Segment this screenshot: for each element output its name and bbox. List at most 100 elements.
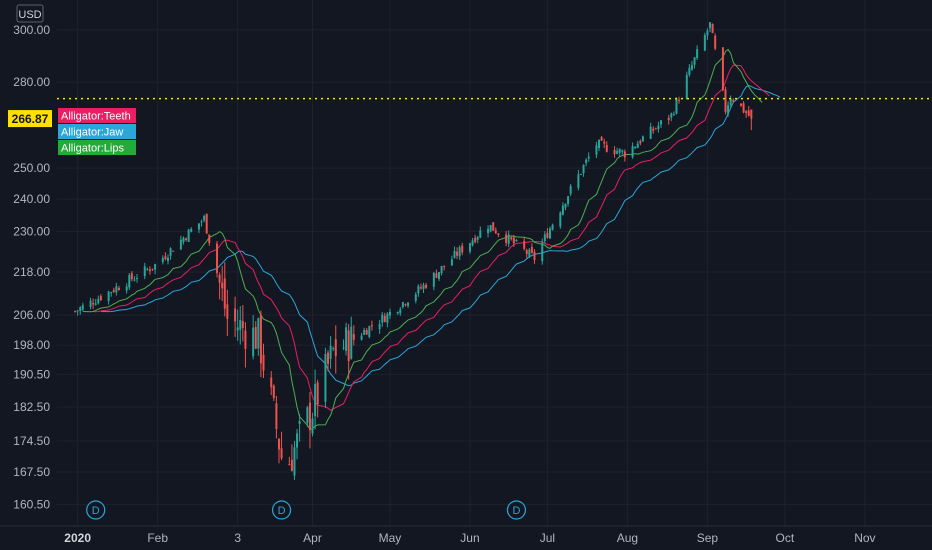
candle-103[interactable] xyxy=(443,265,446,271)
candle-128[interactable] xyxy=(533,248,536,264)
candle-9[interactable] xyxy=(107,290,110,305)
candle-80[interactable] xyxy=(363,327,366,336)
candle-152[interactable] xyxy=(621,149,624,155)
candle-78[interactable] xyxy=(352,325,355,346)
candle-101[interactable] xyxy=(438,272,441,282)
candle-40[interactable] xyxy=(218,272,221,300)
candle-102[interactable] xyxy=(440,265,443,276)
candle-164[interactable] xyxy=(667,114,670,125)
candle-122[interactable] xyxy=(512,234,515,247)
candle-148[interactable] xyxy=(605,141,608,153)
candle-13[interactable] xyxy=(117,285,120,291)
candle-161[interactable] xyxy=(654,127,657,130)
candle-75[interactable] xyxy=(345,322,348,356)
candle-17[interactable] xyxy=(133,276,136,282)
candle-86[interactable] xyxy=(383,312,386,323)
candle-0[interactable] xyxy=(74,310,77,313)
candle-154[interactable] xyxy=(631,142,634,159)
candle-172[interactable] xyxy=(693,56,696,69)
candle-94[interactable] xyxy=(414,292,417,304)
candle-95[interactable] xyxy=(417,284,420,297)
candle-158[interactable] xyxy=(641,135,644,142)
candle-168[interactable] xyxy=(678,96,681,104)
candle-180[interactable] xyxy=(724,86,727,115)
candle-98[interactable] xyxy=(425,282,428,289)
candle-137[interactable] xyxy=(567,195,570,207)
candle-92[interactable] xyxy=(404,303,407,307)
candle-147[interactable] xyxy=(603,138,606,148)
candle-104[interactable] xyxy=(450,255,453,266)
candle-155[interactable] xyxy=(634,146,637,149)
candle-6[interactable] xyxy=(94,298,97,306)
candle-58[interactable] xyxy=(280,431,283,461)
candle-129[interactable] xyxy=(541,238,544,265)
candle-61[interactable] xyxy=(293,441,296,480)
candle-5[interactable] xyxy=(92,298,95,310)
candle-97[interactable] xyxy=(422,282,425,294)
candle-22[interactable] xyxy=(151,268,154,271)
candle-116[interactable] xyxy=(492,222,495,231)
candle-15[interactable] xyxy=(128,273,131,290)
candle-18[interactable] xyxy=(136,273,139,283)
candle-113[interactable] xyxy=(479,226,482,239)
candle-77[interactable] xyxy=(350,316,353,360)
price-axis[interactable]: 160.50 167.50 174.50 182.50 190.50 198.00 206.… xyxy=(13,23,50,512)
candle-120[interactable] xyxy=(507,230,510,248)
candle-100[interactable] xyxy=(435,269,438,279)
candle-91[interactable] xyxy=(401,301,404,309)
candle-71[interactable] xyxy=(329,336,332,369)
candle-177[interactable] xyxy=(711,23,714,34)
candle-87[interactable] xyxy=(386,312,389,328)
candle-62[interactable] xyxy=(296,429,299,460)
candle-169[interactable] xyxy=(685,71,688,100)
candle-16[interactable] xyxy=(130,271,133,282)
candle-26[interactable] xyxy=(166,254,169,265)
candle-179[interactable] xyxy=(721,46,724,92)
candle-30[interactable] xyxy=(182,236,185,245)
candle-139[interactable] xyxy=(577,169,580,191)
candle-67[interactable] xyxy=(314,369,317,430)
candle-55[interactable] xyxy=(272,384,275,402)
candle-145[interactable] xyxy=(598,139,601,152)
candle-166[interactable] xyxy=(672,111,675,116)
candle-185[interactable] xyxy=(742,101,745,114)
candle-106[interactable] xyxy=(456,247,459,260)
candle-151[interactable] xyxy=(618,148,621,157)
candle-118[interactable] xyxy=(497,232,500,238)
candle-66[interactable] xyxy=(311,412,314,437)
candle-35[interactable] xyxy=(200,219,203,227)
candle-96[interactable] xyxy=(419,283,422,290)
candle-132[interactable] xyxy=(548,226,551,240)
candle-53[interactable] xyxy=(262,343,265,379)
candle-181[interactable] xyxy=(727,101,730,117)
candle-34[interactable] xyxy=(197,223,200,234)
candle-79[interactable] xyxy=(360,332,363,341)
candle-134[interactable] xyxy=(559,211,562,229)
candle-52[interactable] xyxy=(259,310,262,378)
candle-150[interactable] xyxy=(616,147,619,155)
candle-174[interactable] xyxy=(703,32,706,52)
candle-165[interactable] xyxy=(670,112,673,122)
dividend-marker-0[interactable]: D xyxy=(86,500,106,520)
candle-32[interactable] xyxy=(187,228,190,242)
candle-60[interactable] xyxy=(290,444,293,472)
candle-28[interactable] xyxy=(172,250,175,252)
candle-2[interactable] xyxy=(79,305,82,315)
candle-153[interactable] xyxy=(623,149,626,162)
candle-99[interactable] xyxy=(432,271,435,291)
candle-156[interactable] xyxy=(636,140,639,149)
candle-10[interactable] xyxy=(110,291,113,297)
candle-25[interactable] xyxy=(164,252,167,261)
candle-41[interactable] xyxy=(221,265,224,302)
candle-7[interactable] xyxy=(97,295,100,305)
candle-187[interactable] xyxy=(747,106,750,117)
candle-65[interactable] xyxy=(308,391,311,449)
candle-160[interactable] xyxy=(652,126,655,134)
candle-143[interactable] xyxy=(587,152,590,162)
candle-188[interactable] xyxy=(750,109,753,131)
candle-170[interactable] xyxy=(688,64,691,77)
candle-115[interactable] xyxy=(489,224,492,233)
candle-45[interactable] xyxy=(236,309,239,341)
candle-27[interactable] xyxy=(169,247,172,260)
